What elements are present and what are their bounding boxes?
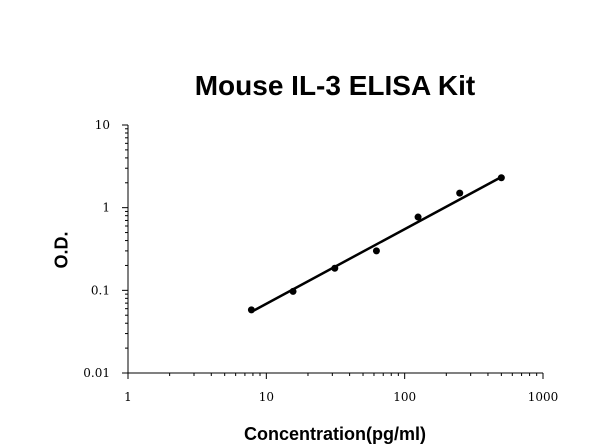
x-tick-label: 100 — [393, 390, 416, 404]
x-tick-label: 10 — [259, 390, 274, 404]
chart-title: Mouse IL-3 ELISA Kit — [194, 70, 476, 101]
x-tick-label: 1 — [124, 390, 132, 404]
y-tick-label: 1 — [102, 201, 110, 215]
trendline-group — [250, 175, 502, 313]
data-points — [247, 174, 505, 314]
y-tick-label: 0.01 — [83, 366, 110, 380]
tick-marks — [122, 124, 544, 379]
tick-labels: 1 10 100 1000 0.01 0.1 1 10 — [83, 118, 558, 404]
data-point — [289, 287, 297, 295]
x-axis-label: Concentration(pg/ml) — [244, 424, 426, 444]
y-tick-label: 0.1 — [91, 283, 110, 297]
data-point — [372, 247, 380, 255]
data-point — [331, 264, 339, 272]
data-point — [247, 306, 255, 314]
data-point — [414, 213, 422, 221]
x-tick-label: 1000 — [528, 390, 559, 404]
data-point — [497, 174, 505, 182]
data-point — [456, 189, 464, 197]
y-tick-label: 10 — [95, 118, 110, 132]
trendline — [250, 175, 502, 313]
axes — [127, 125, 543, 374]
